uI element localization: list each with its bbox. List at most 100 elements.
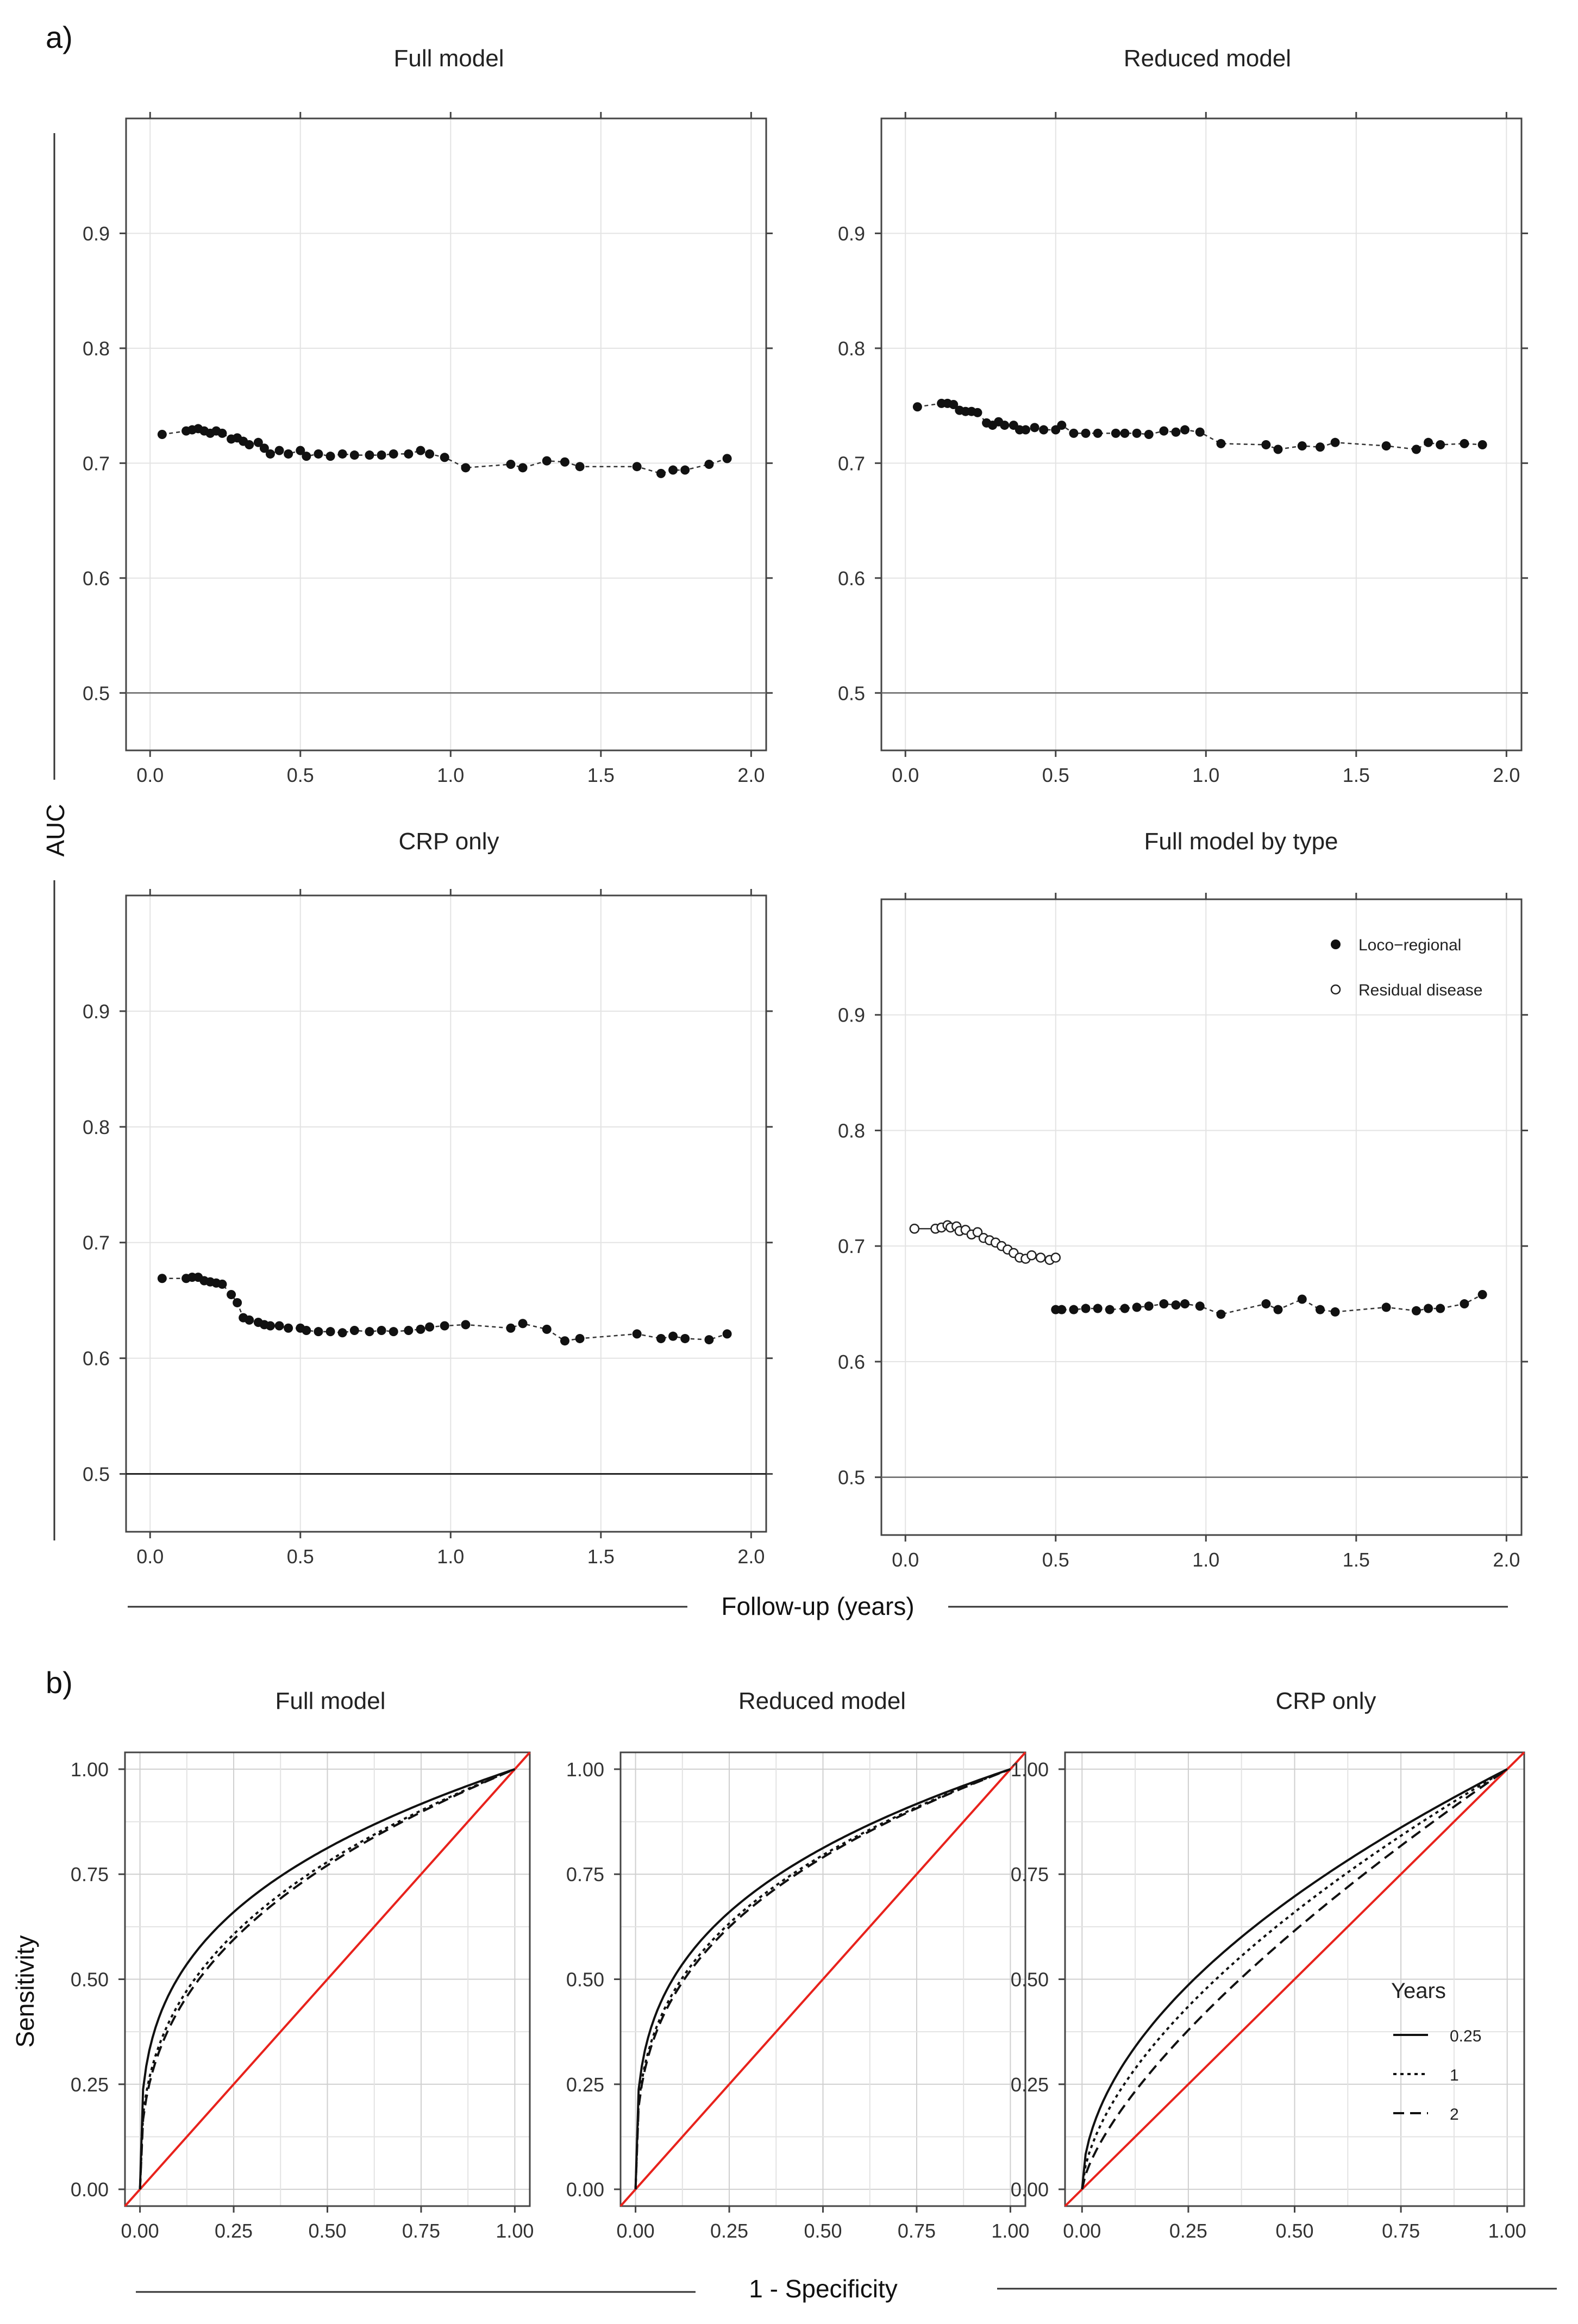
auc_bytype-series-1-point-21 xyxy=(1050,1252,1061,1263)
auc_crp-plot-frame xyxy=(125,894,767,1533)
auc_reduced-xtick-label-2: 1.0 xyxy=(1192,764,1219,786)
auc_reduced-series-0-point-24 xyxy=(1132,428,1142,438)
roc_full-roc-curve-0 xyxy=(139,1768,516,2190)
auc_reduced-series-0-point-39 xyxy=(1436,440,1445,450)
auc_bytype-plot-frame xyxy=(880,898,1523,1536)
auc_crp-series-0-point-32 xyxy=(518,1319,528,1329)
auc_full-series-0-point-29 xyxy=(440,453,449,462)
auc_full-series-0-point-7 xyxy=(217,428,227,438)
auc_crp-series-0-point-25 xyxy=(389,1327,398,1337)
auc_bytype-title: Full model by type xyxy=(1144,828,1338,855)
auc_full-series-0-point-12 xyxy=(253,437,263,447)
auc_full-series-0-point-22 xyxy=(349,450,359,460)
auc_crp-ytick-label-0: 0.5 xyxy=(83,1463,110,1486)
auc_full-series-0-point-21 xyxy=(337,449,347,459)
auc_reduced-series-0-point-3 xyxy=(949,400,959,410)
roc_reduced-diagonal-line xyxy=(619,1751,1026,2207)
auc_crp-series-0-point-22 xyxy=(349,1326,359,1336)
auc_bytype-ytick-label-3: 0.8 xyxy=(838,1119,865,1142)
auc_reduced-plot-frame xyxy=(880,117,1523,751)
roc_reduced-panel: Reduced model 0.00 0.25 0.50 0.75 1.00 0.00 0.2… xyxy=(566,1688,1030,2242)
auc_crp-series-0-line xyxy=(162,1276,728,1342)
auc_crp-xtick-label-4: 2.0 xyxy=(737,1545,765,1568)
roc_reduced-roc-curve-0 xyxy=(634,1768,1011,2190)
auc_crp-series-0-point-38 xyxy=(668,1331,678,1341)
roc_full-ytick-label-4: 1.00 xyxy=(71,1758,109,1781)
auc_crp-series-0-point-30 xyxy=(461,1320,471,1330)
auc_crp-series-0-point-15 xyxy=(274,1321,284,1331)
auc_reduced-series-0-point-19 xyxy=(1069,428,1079,438)
auc_crp-series-0-point-26 xyxy=(404,1326,414,1336)
auc_crp-series-0-point-21 xyxy=(337,1328,347,1338)
auc_reduced-series-0-point-32 xyxy=(1273,444,1283,454)
roc_crp-ytick-label-3: 0.75 xyxy=(1011,1863,1049,1885)
auc_full-ytick-label-2: 0.7 xyxy=(83,452,110,474)
auc_reduced-series-0-point-16 xyxy=(1039,425,1049,435)
sensitivity-axis-label: Sensitivity xyxy=(11,1935,39,2047)
roc_full-roc-curve-1 xyxy=(139,1768,516,2190)
auc_reduced-series-0-point-26 xyxy=(1159,426,1169,436)
auc_bytype-series-1-point-18 xyxy=(1026,1250,1037,1261)
part-a-label: a) xyxy=(46,20,73,54)
auc_reduced-series-0-point-40 xyxy=(1460,439,1469,448)
auc_reduced-series-0-point-14 xyxy=(1020,425,1030,435)
auc_reduced-xtick-label-3: 1.5 xyxy=(1343,764,1370,786)
auc_crp-series-0-point-35 xyxy=(575,1333,585,1343)
roc_reduced-roc-curve-2 xyxy=(634,1768,1011,2190)
roc_reduced-xtick-label-3: 0.75 xyxy=(898,2220,936,2242)
auc_crp-series-0-point-41 xyxy=(722,1329,732,1339)
auc_reduced-series-0-point-30 xyxy=(1216,439,1226,448)
auc_reduced-series-0-point-23 xyxy=(1120,428,1130,438)
auc_full-series-0-point-26 xyxy=(404,449,414,459)
auc_full-series-0-point-28 xyxy=(425,449,435,459)
roc_crp-panel: CRP only 0.00 0.25 0.50 0.75 1.00 0.00 0.25 0.50… xyxy=(1011,1688,1526,2242)
auc_bytype-series-1-point-0 xyxy=(909,1224,920,1234)
auc_reduced-series-0-point-25 xyxy=(1144,430,1154,439)
roc_reduced-ytick-label-0: 0.00 xyxy=(566,2178,604,2201)
auc_reduced-series-0-point-36 xyxy=(1381,441,1391,451)
auc_bytype-xtick-label-4: 2.0 xyxy=(1493,1549,1520,1571)
auc_crp-series-0-point-23 xyxy=(365,1327,374,1337)
roc_crp-ytick-label-1: 0.25 xyxy=(1011,2074,1049,2096)
roc_crp-xtick-label-1: 0.25 xyxy=(1169,2220,1207,2242)
auc_crp-ytick-label-1: 0.6 xyxy=(83,1348,110,1370)
auc_bytype-ytick-label-1: 0.6 xyxy=(838,1351,865,1373)
roc_full-xtick-label-2: 0.50 xyxy=(308,2220,346,2242)
auc_reduced-series-0-point-34 xyxy=(1315,442,1325,452)
auc_reduced-ytick-label-0: 0.5 xyxy=(838,682,865,704)
auc_crp-series-0-point-31 xyxy=(506,1323,516,1333)
roc_full-diagonal-line xyxy=(124,1751,531,2207)
roc_reduced-xtick-label-0: 0.00 xyxy=(617,2220,655,2242)
roc_crp-xtick-label-4: 1.00 xyxy=(1488,2220,1526,2242)
auc_full-ytick-label-1: 0.6 xyxy=(83,567,110,590)
auc_reduced-series-0-point-35 xyxy=(1330,437,1340,447)
auc_crp-series-0-point-34 xyxy=(560,1336,569,1346)
auc_bytype-series-0-point-12 xyxy=(1195,1301,1205,1311)
auc_bytype-series-1-point-9 xyxy=(972,1227,983,1237)
auc_bytype-ytick-label-4: 0.9 xyxy=(838,1004,865,1026)
roc_crp-legend-title: Years xyxy=(1391,1979,1446,2003)
auc_reduced-xtick-label-4: 2.0 xyxy=(1493,764,1520,786)
auc_bytype-ytick-label-0: 0.5 xyxy=(838,1467,865,1489)
roc_crp-ytick-label-0: 0.00 xyxy=(1011,2178,1049,2201)
auc_full-series-0-point-18 xyxy=(302,452,311,461)
auc_crp-xtick-label-3: 1.5 xyxy=(587,1545,615,1568)
roc_reduced-xtick-label-2: 0.50 xyxy=(804,2220,842,2242)
auc_full-series-0-point-24 xyxy=(377,450,386,460)
auc_bytype-series-0-point-2 xyxy=(1069,1305,1079,1314)
auc_crp-ytick-label-2: 0.7 xyxy=(83,1232,110,1254)
roc_full-title: Full model xyxy=(275,1688,386,1714)
roc_full-ytick-label-0: 0.00 xyxy=(71,2178,109,2201)
auc_reduced-series-0-point-28 xyxy=(1180,425,1190,435)
auc_full-series-0-point-15 xyxy=(274,446,284,455)
roc_crp-title: CRP only xyxy=(1275,1688,1376,1714)
auc_bytype-series-0-point-3 xyxy=(1081,1304,1091,1313)
auc_bytype-series-0-point-20 xyxy=(1411,1306,1421,1316)
auc_full-series-0-line xyxy=(162,428,728,474)
auc_crp-xtick-label-0: 0.0 xyxy=(136,1545,164,1568)
part-b-label: b) xyxy=(46,1665,73,1700)
auc_reduced-series-0-point-21 xyxy=(1093,428,1103,438)
auc_full-series-0-point-27 xyxy=(416,446,425,455)
roc_crp-xtick-label-3: 0.75 xyxy=(1382,2220,1420,2242)
roc_full-xtick-label-1: 0.25 xyxy=(215,2220,253,2242)
